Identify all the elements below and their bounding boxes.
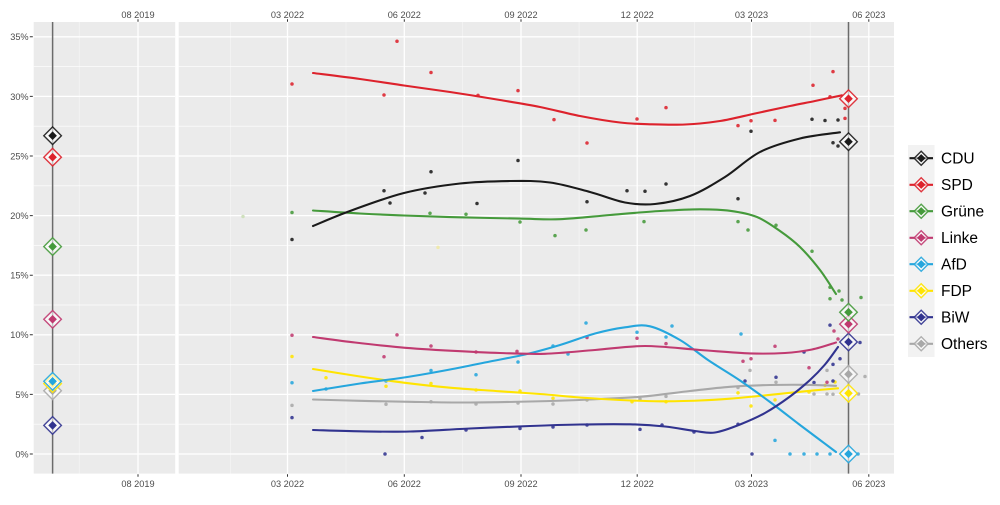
svg-text:BiW: BiW [941, 310, 970, 327]
svg-text:10%: 10% [10, 330, 28, 340]
svg-text:Linke: Linke [941, 230, 978, 247]
svg-text:SPD: SPD [941, 177, 973, 194]
svg-text:08 2019: 08 2019 [121, 479, 154, 489]
svg-text:30%: 30% [10, 92, 28, 102]
svg-text:09 2022: 09 2022 [504, 10, 537, 20]
svg-text:Grüne: Grüne [941, 204, 984, 221]
svg-text:03 2022: 03 2022 [271, 10, 304, 20]
svg-text:CDU: CDU [941, 151, 975, 168]
svg-text:20%: 20% [10, 211, 28, 221]
svg-text:03 2022: 03 2022 [271, 479, 304, 489]
svg-text:Others: Others [941, 336, 988, 353]
svg-text:35%: 35% [10, 32, 28, 42]
svg-text:06 2022: 06 2022 [388, 479, 421, 489]
svg-text:08 2019: 08 2019 [121, 10, 154, 20]
svg-text:5%: 5% [15, 390, 28, 400]
svg-text:15%: 15% [10, 271, 28, 281]
svg-text:06 2022: 06 2022 [388, 10, 421, 20]
svg-text:03 2023: 03 2023 [735, 10, 768, 20]
svg-text:06 2023: 06 2023 [852, 479, 885, 489]
svg-text:09 2022: 09 2022 [504, 479, 537, 489]
svg-text:06 2023: 06 2023 [852, 10, 885, 20]
svg-text:03 2023: 03 2023 [735, 479, 768, 489]
svg-text:25%: 25% [10, 151, 28, 161]
svg-text:0%: 0% [15, 449, 28, 459]
svg-text:FDP: FDP [941, 283, 972, 300]
svg-text:AfD: AfD [941, 257, 967, 274]
svg-text:12 2022: 12 2022 [621, 10, 654, 20]
svg-text:12 2022: 12 2022 [621, 479, 654, 489]
